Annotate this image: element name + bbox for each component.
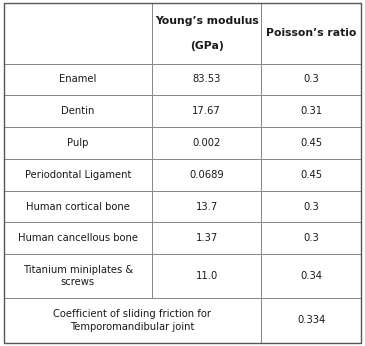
Bar — [152, 3, 261, 64]
Text: 13.7: 13.7 — [196, 201, 218, 211]
Bar — [261, 298, 361, 343]
Bar — [152, 191, 261, 222]
Text: Dentin: Dentin — [61, 106, 95, 116]
Text: Pulp: Pulp — [67, 138, 89, 148]
Bar — [261, 254, 361, 298]
Text: 1.37: 1.37 — [196, 233, 218, 243]
Text: 0.3: 0.3 — [303, 201, 319, 211]
Bar — [4, 3, 152, 64]
Bar — [261, 191, 361, 222]
Bar — [152, 159, 261, 191]
Bar — [152, 95, 261, 127]
Text: Human cancellous bone: Human cancellous bone — [18, 233, 138, 243]
Bar — [152, 64, 261, 95]
Bar — [152, 254, 261, 298]
Text: 0.002: 0.002 — [192, 138, 221, 148]
Bar — [261, 95, 361, 127]
Bar — [4, 298, 261, 343]
Bar — [4, 64, 152, 95]
Bar — [4, 222, 152, 254]
Bar — [261, 64, 361, 95]
Bar — [261, 3, 361, 64]
Bar — [261, 222, 361, 254]
Text: 0.3: 0.3 — [303, 233, 319, 243]
Text: 83.53: 83.53 — [192, 74, 221, 84]
Text: 0.45: 0.45 — [300, 138, 322, 148]
Text: Coefficient of sliding friction for
Temporomandibular joint: Coefficient of sliding friction for Temp… — [53, 309, 211, 332]
Text: 11.0: 11.0 — [196, 271, 218, 281]
Bar — [261, 159, 361, 191]
Text: Titanium miniplates &
screws: Titanium miniplates & screws — [23, 265, 133, 288]
Bar — [4, 159, 152, 191]
Text: 0.0689: 0.0689 — [189, 170, 224, 180]
Bar — [4, 95, 152, 127]
Bar — [4, 127, 152, 159]
Text: 0.34: 0.34 — [300, 271, 322, 281]
Text: 0.31: 0.31 — [300, 106, 322, 116]
Text: Human cortical bone: Human cortical bone — [26, 201, 130, 211]
Text: Periodontal Ligament: Periodontal Ligament — [25, 170, 131, 180]
Bar — [152, 222, 261, 254]
Text: 0.45: 0.45 — [300, 170, 322, 180]
Text: Young’s modulus

(GPa): Young’s modulus (GPa) — [155, 16, 258, 51]
Bar — [152, 127, 261, 159]
Bar — [4, 254, 152, 298]
Bar — [4, 191, 152, 222]
Text: 17.67: 17.67 — [192, 106, 221, 116]
Text: 0.334: 0.334 — [297, 316, 325, 326]
Text: 0.3: 0.3 — [303, 74, 319, 84]
Bar — [261, 127, 361, 159]
Text: Enamel: Enamel — [59, 74, 97, 84]
Text: Poisson’s ratio: Poisson’s ratio — [266, 28, 357, 38]
